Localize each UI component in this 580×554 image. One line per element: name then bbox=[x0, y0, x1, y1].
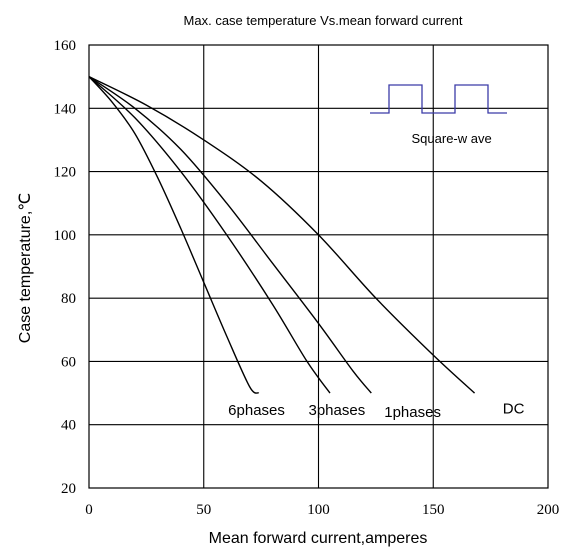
y-tick-label: 80 bbox=[61, 291, 76, 307]
square-wave-icon bbox=[370, 84, 507, 114]
x-tick-label: 200 bbox=[537, 502, 560, 518]
ticks: 0 50 100 150 200 20 40 60 80 100 120 140 160 bbox=[54, 38, 560, 518]
grid bbox=[88, 44, 549, 489]
y-tick-label: 140 bbox=[54, 101, 77, 117]
series-line-1phases bbox=[88, 76, 372, 394]
chart-title: Max. case temperature Vs.mean forward cu… bbox=[184, 13, 463, 28]
x-tick-label: 0 bbox=[85, 502, 93, 518]
curves bbox=[88, 76, 476, 394]
annotation-label: 6phases bbox=[228, 402, 285, 419]
series-line-3phases bbox=[88, 76, 331, 394]
annotation-label: 1phases bbox=[384, 404, 441, 421]
y-tick-label: 100 bbox=[54, 228, 77, 244]
y-axis-label: Case temperature,℃ bbox=[17, 193, 34, 343]
annotations: 6phases 3phases 1phases DC Square-w ave bbox=[228, 131, 524, 421]
series-line-dc bbox=[88, 76, 476, 394]
x-tick-label: 50 bbox=[196, 502, 211, 518]
y-tick-label: 20 bbox=[61, 481, 76, 497]
y-tick-label: 60 bbox=[61, 354, 76, 370]
x-axis-label: Mean forward current,amperes bbox=[209, 530, 428, 547]
annotation-label: 3phases bbox=[309, 402, 366, 419]
y-tick-label: 160 bbox=[54, 38, 77, 54]
x-tick-label: 100 bbox=[307, 502, 330, 518]
annotation-label: Square-w ave bbox=[412, 131, 492, 146]
y-tick-label: 120 bbox=[54, 165, 77, 181]
x-tick-label: 150 bbox=[422, 502, 445, 518]
y-tick-label: 40 bbox=[61, 418, 76, 434]
series-line-6phases bbox=[88, 76, 260, 394]
annotation-label: DC bbox=[503, 401, 525, 418]
